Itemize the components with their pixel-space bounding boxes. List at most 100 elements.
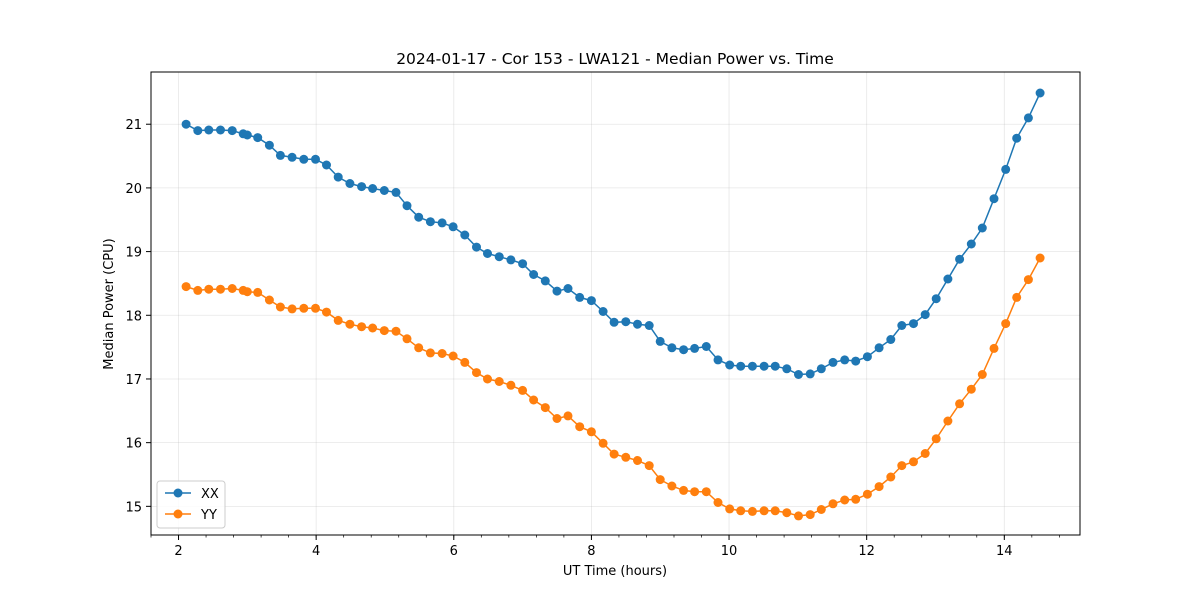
data-point-xx <box>368 184 378 193</box>
data-point-yy <box>816 505 826 514</box>
data-point-yy <box>770 506 780 516</box>
data-point-yy <box>379 326 389 336</box>
data-point-xx <box>851 356 861 366</box>
data-point-xx <box>690 343 700 353</box>
data-point-xx <box>805 369 815 379</box>
data-point-yy <box>633 456 642 465</box>
data-point-xx <box>816 364 826 374</box>
data-point-xx <box>977 223 987 233</box>
data-point-yy <box>299 303 309 313</box>
data-point-yy <box>725 504 735 514</box>
data-point-xx <box>586 296 596 306</box>
data-point-yy <box>472 368 481 378</box>
data-point-xx <box>644 321 654 330</box>
data-point-xx <box>886 335 896 344</box>
legend-label-xx: XX <box>201 487 219 502</box>
data-point-yy <box>311 303 320 313</box>
data-point-yy <box>204 284 214 294</box>
data-point-xx <box>460 230 470 240</box>
data-point-yy <box>518 385 528 395</box>
axis-ticks: 2 4 6 8 10 12 14 15 16 17 18 19 20 21 <box>125 118 1060 559</box>
data-point-yy <box>181 282 191 292</box>
data-point-yy <box>920 449 930 458</box>
data-point-yy <box>782 508 792 518</box>
data-point-yy <box>494 377 504 386</box>
x-tick-label: 2 <box>174 544 182 559</box>
data-point-xx <box>736 361 746 371</box>
data-point-yy <box>287 304 297 314</box>
data-point-xx <box>425 217 435 227</box>
data-point-yy <box>955 399 965 409</box>
data-point-xx <box>609 317 619 327</box>
data-point-yy <box>402 334 412 344</box>
data-point-xx <box>1012 133 1022 143</box>
data-point-yy <box>425 348 435 358</box>
data-point-yy <box>931 434 941 444</box>
data-point-yy <box>805 510 815 520</box>
data-point-yy <box>253 287 263 297</box>
data-point-yy <box>563 411 573 421</box>
data-point-xx <box>1001 164 1011 174</box>
data-point-xx <box>402 201 412 211</box>
data-point-yy <box>886 472 896 482</box>
x-tick-label: 10 <box>721 544 738 559</box>
data-point-xx <box>931 294 941 304</box>
y-tick-label: 15 <box>125 500 142 515</box>
data-point-xx <box>955 254 965 264</box>
chart-title: 2024-01-17 - Cor 153 - LWA121 - Median P… <box>396 50 834 68</box>
y-tick-label: 18 <box>125 309 142 324</box>
data-point-xx <box>575 292 585 302</box>
data-point-xx <box>357 182 367 192</box>
data-point-yy <box>264 295 274 305</box>
legend-marker-yy <box>173 509 183 519</box>
data-point-xx <box>943 274 953 284</box>
legend: XX YY <box>156 480 226 529</box>
data-point-xx <box>311 154 320 164</box>
data-point-xx <box>794 370 803 379</box>
data-point-xx <box>563 284 573 293</box>
data-point-xx <box>448 222 458 232</box>
data-point-yy <box>368 323 378 333</box>
data-point-yy <box>460 357 470 367</box>
data-point-xx <box>621 317 631 327</box>
data-point-xx <box>909 319 918 329</box>
data-point-xx <box>667 343 677 353</box>
legend-marker-xx <box>173 488 183 498</box>
y-tick-label: 19 <box>125 246 142 261</box>
data-point-yy <box>540 403 550 413</box>
data-point-yy <box>909 457 918 467</box>
data-point-yy <box>679 485 689 495</box>
data-point-xx <box>216 125 225 135</box>
data-point-xx <box>437 218 447 228</box>
data-point-xx <box>242 130 252 140</box>
data-point-xx <box>518 259 528 269</box>
data-point-yy <box>736 506 746 516</box>
data-point-xx <box>633 319 642 329</box>
data-point-xx <box>540 276 550 286</box>
data-point-yy <box>216 284 225 294</box>
data-point-yy <box>747 506 757 516</box>
data-point-yy <box>391 326 401 336</box>
data-point-xx <box>529 270 539 279</box>
data-point-yy <box>345 319 355 329</box>
data-point-xx <box>379 186 389 195</box>
x-tick-label: 14 <box>996 544 1013 559</box>
data-point-yy <box>897 461 907 471</box>
data-point-xx <box>552 286 562 296</box>
data-point-yy <box>1001 319 1011 329</box>
data-point-xx <box>345 179 355 188</box>
data-point-yy <box>621 452 631 462</box>
x-tick-label: 12 <box>858 544 875 559</box>
data-point-xx <box>828 357 838 367</box>
data-point-yy <box>1012 292 1022 302</box>
data-point-yy <box>943 416 953 426</box>
data-point-xx <box>333 172 343 182</box>
series-layer <box>181 88 1045 521</box>
data-point-xx <box>701 342 711 351</box>
data-point-yy <box>227 284 237 293</box>
data-point-yy <box>713 498 723 507</box>
data-point-xx <box>193 126 203 136</box>
data-point-xx <box>598 307 608 316</box>
data-point-yy <box>644 461 654 471</box>
data-point-yy <box>483 374 492 384</box>
